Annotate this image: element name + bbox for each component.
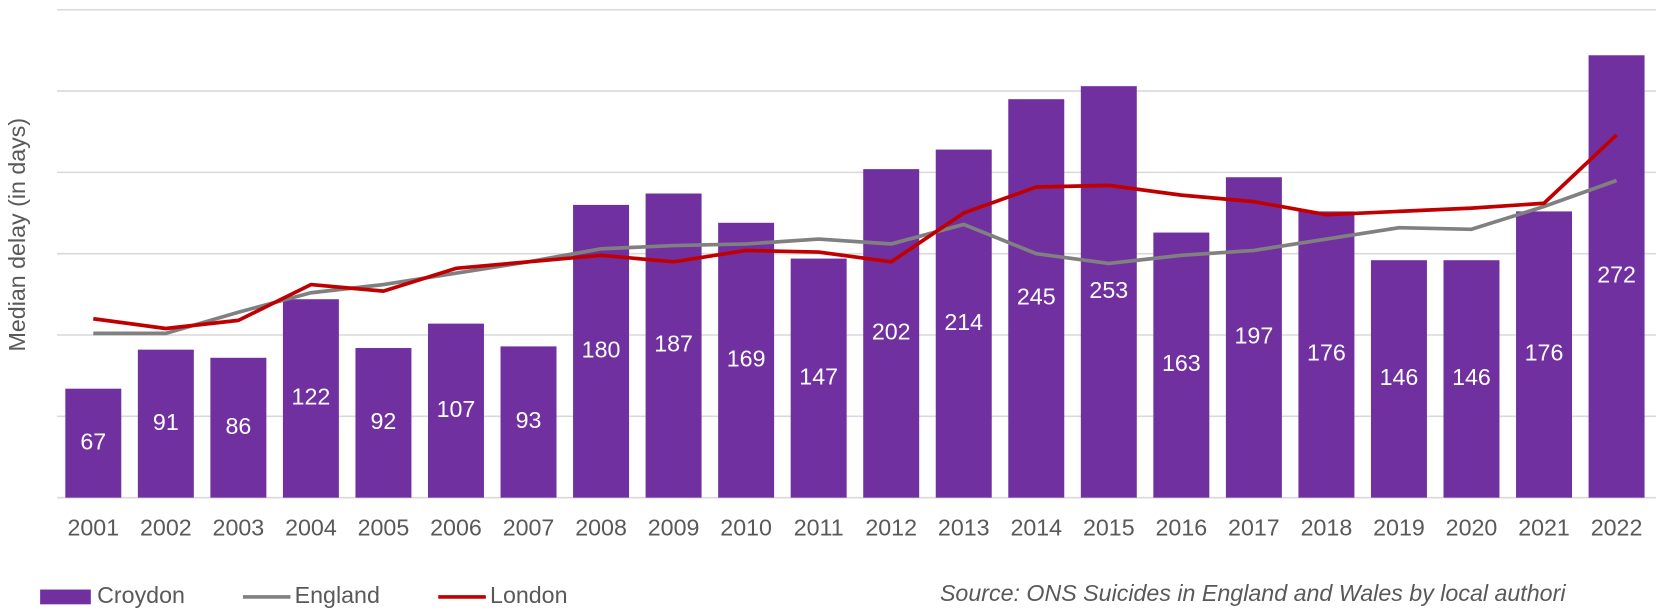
data-label: 91 xyxy=(153,409,179,435)
data-label: 146 xyxy=(1380,364,1419,390)
x-tick-label: 2002 xyxy=(140,514,192,540)
x-tick-label: 2012 xyxy=(865,514,917,540)
data-label: 202 xyxy=(872,319,911,345)
bar xyxy=(1516,211,1573,498)
data-label: 93 xyxy=(516,407,542,433)
x-tick-label: 2018 xyxy=(1301,514,1353,540)
x-tick-label: 2004 xyxy=(285,514,337,540)
data-label: 253 xyxy=(1089,277,1128,303)
bar xyxy=(500,346,557,498)
bar xyxy=(137,349,194,498)
data-label: 187 xyxy=(654,331,693,357)
x-tick-label: 2013 xyxy=(938,514,990,540)
x-tick-label: 2008 xyxy=(575,514,627,540)
bar xyxy=(718,222,775,498)
data-label: 245 xyxy=(1017,284,1056,310)
legend-label: Croydon xyxy=(97,582,185,608)
bar xyxy=(1008,99,1065,498)
bar xyxy=(427,323,484,498)
bar xyxy=(1153,232,1210,498)
x-tick-label: 2014 xyxy=(1010,514,1062,540)
x-tick-label: 2020 xyxy=(1446,514,1498,540)
x-tick-label: 2011 xyxy=(794,514,844,540)
data-label: 180 xyxy=(582,336,621,362)
data-label: 146 xyxy=(1452,364,1491,390)
y-axis-label: Median delay (in days) xyxy=(4,118,30,352)
x-tick-label: 2003 xyxy=(213,514,265,540)
x-tick-label: 2007 xyxy=(503,514,555,540)
data-label: 67 xyxy=(80,428,106,454)
x-tick-label: 2015 xyxy=(1083,514,1135,540)
bar xyxy=(1225,177,1282,498)
data-label: 272 xyxy=(1597,262,1636,288)
data-label: 169 xyxy=(727,345,766,371)
data-label: 92 xyxy=(371,408,397,434)
data-label: 176 xyxy=(1307,340,1346,366)
x-tick-label: 2005 xyxy=(358,514,410,540)
line xyxy=(93,133,1618,331)
data-label: 86 xyxy=(225,413,251,439)
bar xyxy=(65,388,122,498)
source-note: Source: ONS Suicides in England and Wale… xyxy=(940,580,1566,606)
bar xyxy=(1443,260,1500,498)
data-label: 214 xyxy=(944,309,983,335)
x-tick-label: 2022 xyxy=(1591,514,1643,540)
legend-label: London xyxy=(490,582,567,608)
legend-swatch xyxy=(40,589,91,605)
bar xyxy=(790,258,847,498)
bar xyxy=(282,299,339,498)
x-tick-label: 2017 xyxy=(1228,514,1280,540)
x-tick-label: 2009 xyxy=(648,514,700,540)
bar xyxy=(1298,211,1355,498)
bar xyxy=(355,348,412,498)
data-label: 176 xyxy=(1525,340,1564,366)
data-label: 163 xyxy=(1162,350,1201,376)
x-tick-label: 2016 xyxy=(1156,514,1208,540)
x-tick-label: 2010 xyxy=(720,514,772,540)
x-tick-label: 2019 xyxy=(1373,514,1425,540)
x-tick-label: 2001 xyxy=(67,514,119,540)
data-label: 147 xyxy=(799,363,838,389)
bar xyxy=(1588,55,1645,498)
data-label: 122 xyxy=(292,384,331,410)
bar xyxy=(1370,260,1427,498)
bar xyxy=(210,357,267,498)
x-tick-label: 2006 xyxy=(430,514,482,540)
bar xyxy=(863,169,920,498)
bar xyxy=(1080,86,1137,498)
data-label: 197 xyxy=(1235,323,1274,349)
x-tick-label: 2021 xyxy=(1518,514,1570,540)
data-label: 107 xyxy=(437,396,476,422)
legend-label: England xyxy=(295,582,380,608)
